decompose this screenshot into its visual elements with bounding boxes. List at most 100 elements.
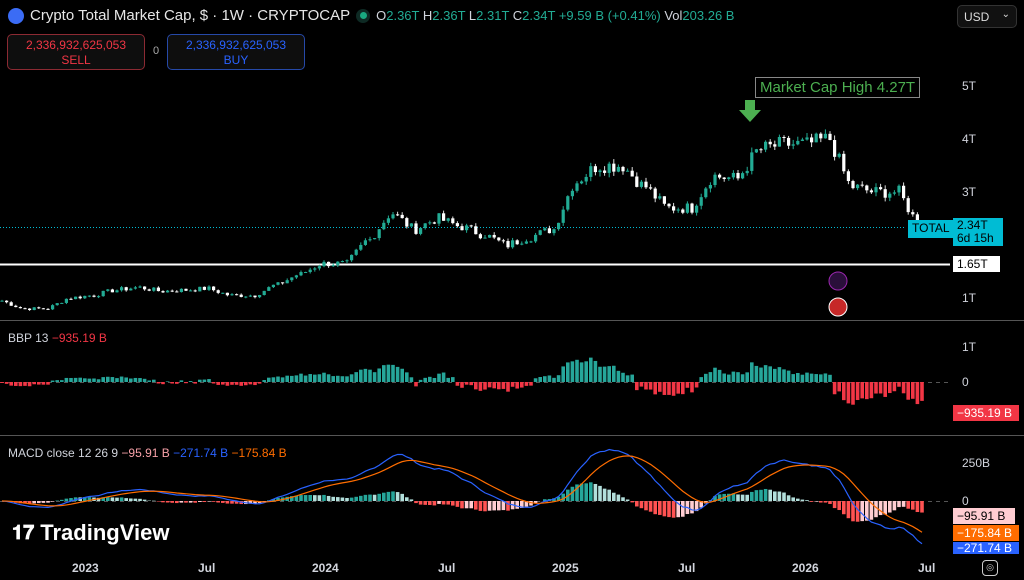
macd-histogram-bar — [819, 501, 823, 503]
macd-histogram-bar — [520, 501, 524, 508]
macd-histogram-bar — [382, 492, 386, 501]
bbp-bar — [704, 373, 708, 382]
macd-histogram-bar — [46, 501, 50, 503]
macd-histogram-bar — [363, 494, 368, 501]
macd-histogram-bar — [446, 501, 450, 505]
candle-body — [630, 170, 634, 177]
bbp-bar — [386, 364, 391, 382]
macd-histogram-bar — [69, 498, 73, 501]
macd-histogram-bar — [681, 501, 685, 517]
candle-body — [695, 205, 699, 213]
candle-body — [446, 218, 450, 221]
level-line-tag[interactable]: 1.65T — [953, 256, 1000, 272]
bbp-bar — [271, 377, 276, 382]
bbp-bar — [156, 382, 161, 384]
candle-body — [423, 223, 427, 229]
candle-body — [902, 185, 906, 199]
candle-body — [580, 181, 584, 184]
settings-gear-icon[interactable]: ◎ — [982, 560, 998, 576]
bbp-bar — [860, 382, 864, 399]
spread-value: 0 — [153, 45, 160, 57]
bbp-bar — [750, 362, 754, 382]
bbp-bar — [602, 366, 607, 382]
candle-body — [207, 286, 211, 290]
macd-histogram-bar — [129, 498, 133, 501]
bbp-bar — [483, 382, 487, 390]
buy-button[interactable]: 2,336,932,625,053 BUY — [167, 34, 305, 70]
candle-body — [497, 237, 501, 241]
bbp-bar — [556, 375, 561, 382]
bbp-bar — [349, 374, 354, 382]
candle-body — [299, 272, 303, 276]
bbp-bar — [184, 382, 188, 384]
price-tick: 4T — [962, 132, 977, 146]
candle-body — [736, 172, 740, 179]
candle-body — [5, 300, 9, 303]
candle-body — [451, 218, 455, 224]
candle-body — [409, 223, 413, 227]
macd-histogram-bar — [579, 483, 584, 501]
candle-body — [281, 282, 285, 284]
currency-select[interactable]: USD ⌄ — [957, 5, 1017, 28]
candle-body — [124, 287, 128, 291]
macd-histogram-bar — [345, 497, 349, 501]
time-tick: 2023 — [72, 561, 99, 575]
bbp-bar — [441, 372, 446, 382]
macd-histogram-bar — [202, 501, 207, 503]
bbp-bar — [119, 376, 124, 382]
bbp-bar — [740, 374, 745, 382]
macd-histogram-bar — [156, 501, 161, 502]
sell-button[interactable]: 2,336,932,625,053 SELL — [7, 34, 145, 70]
macd-histogram-bar — [621, 497, 625, 501]
bbp-bar — [331, 376, 335, 382]
macd-histogram-bar — [690, 501, 694, 514]
macd-histogram-bar — [671, 501, 676, 518]
bbp-bar — [694, 382, 699, 388]
bbp-bar — [142, 378, 147, 382]
macd-histogram-bar — [110, 497, 115, 501]
candle-body — [276, 282, 280, 285]
candle-body — [768, 141, 772, 145]
macd-histogram-bar — [552, 498, 556, 501]
macd-histogram-bar — [405, 497, 409, 501]
macd-histogram-bar — [773, 491, 777, 501]
candle-body — [524, 241, 528, 244]
bbp-bar — [727, 374, 731, 382]
bbp-bar — [676, 382, 680, 394]
symbol-title[interactable]: Crypto Total Market Cap, $ · 1W · CRYPTO… — [30, 7, 351, 24]
candle-body — [253, 295, 257, 298]
bbp-bar — [377, 368, 381, 382]
lightning-event-icon — [828, 271, 848, 291]
bbp-bar — [37, 382, 41, 385]
candle-body — [800, 139, 804, 141]
bbp-bar — [175, 382, 179, 384]
bbp-bar — [60, 380, 64, 382]
bbp-value-tag: −935.19 B — [953, 405, 1019, 421]
bbp-bar — [4, 382, 9, 384]
macd-histogram-bar — [543, 499, 547, 501]
bbp-bar — [869, 382, 874, 399]
market-cap-high-annotation[interactable]: Market Cap High 4.27T — [755, 77, 921, 98]
candle-body — [547, 228, 551, 234]
bbp-bar — [32, 382, 36, 385]
macd-histogram-bar — [349, 497, 354, 501]
bbp-bar — [832, 382, 837, 395]
candle-body — [354, 249, 358, 255]
macd-histogram-bar — [170, 501, 174, 503]
candle-body — [584, 176, 588, 182]
macd-histogram-bar — [27, 501, 32, 504]
candle-body — [598, 170, 602, 173]
bbp-bar — [340, 376, 345, 382]
bbp-bar — [851, 382, 855, 405]
macd-histogram-bar — [221, 501, 225, 503]
candle-body — [327, 261, 331, 267]
macd-histogram-bar — [308, 495, 312, 501]
bbp-bar — [428, 376, 432, 382]
bbp-bar — [234, 382, 239, 385]
bbp-bar — [395, 366, 400, 382]
candle-body — [221, 292, 225, 294]
bbp-bar — [796, 372, 800, 382]
macd-histogram-bar — [441, 501, 446, 505]
candle-body — [51, 305, 55, 310]
